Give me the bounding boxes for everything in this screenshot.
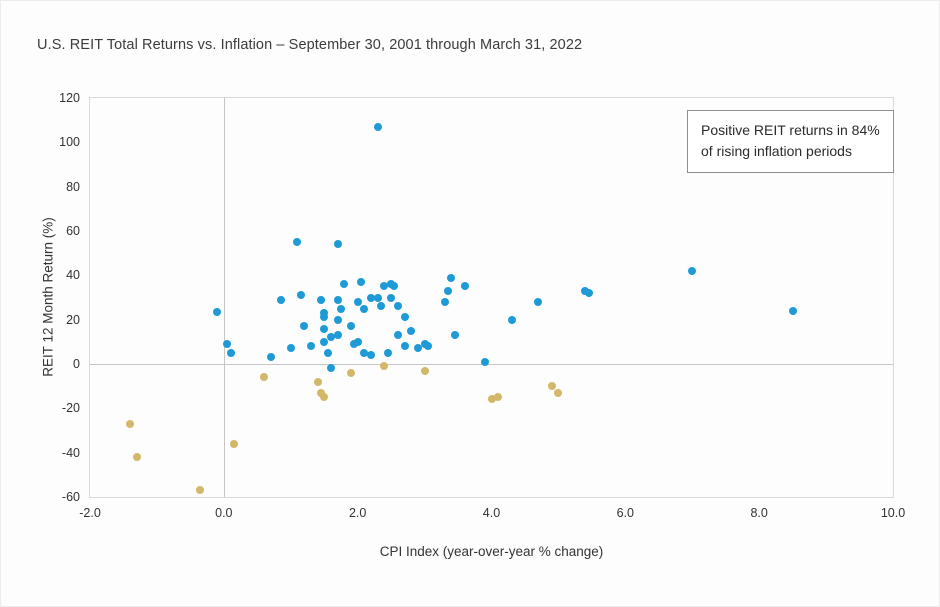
positive-reit-returns-point [400,313,409,322]
negative-reit-returns-point [547,382,556,391]
positive-reit-returns-point [480,357,489,366]
y-tick-label: 100 [59,135,80,150]
positive-reit-returns-point [276,295,285,304]
positive-reit-returns-point [293,238,302,247]
x-tick-label: 6.0 [616,506,635,520]
positive-reit-returns-point [326,364,335,373]
positive-reit-returns-point [688,266,697,275]
positive-reit-returns-point [407,326,416,335]
positive-reit-returns-point [534,297,543,306]
positive-reit-returns-point [444,286,452,295]
positive-reit-returns-point [360,348,369,357]
positive-reit-returns-point [393,331,402,340]
negative-reit-returns-point [487,395,496,404]
negative-reit-returns-point [132,453,141,462]
positive-reit-returns-point [393,302,402,311]
annotation-box: Positive REIT returns in 84% of rising i… [687,110,894,173]
x-tick-label: 10.0 [880,506,906,520]
positive-reit-returns-point [223,340,232,349]
positive-reit-returns-point [333,315,342,324]
positive-reit-returns-point [367,351,376,360]
positive-reit-returns-point [390,282,399,291]
positive-reit-returns-point [400,342,409,351]
positive-reit-returns-point [507,315,516,324]
zero-y-gridline [90,364,893,365]
positive-reit-returns-point [316,295,325,304]
y-tick-label: 60 [66,224,80,238]
negative-reit-returns-point [346,368,355,377]
positive-reit-returns-point [320,313,329,322]
positive-reit-returns-point [286,344,295,353]
positive-reit-returns-point [377,302,386,311]
positive-reit-returns-point [423,342,432,351]
positive-reit-returns-point [447,273,456,282]
y-tick-label: 0 [73,357,80,371]
negative-reit-returns-point [229,439,238,448]
positive-reit-returns-point [788,306,797,315]
annotation-line-1: Positive REIT returns in 84% [701,122,880,138]
y-tick-label: 120 [59,91,80,105]
positive-reit-returns-point [353,297,362,306]
negative-reit-returns-point [554,388,563,397]
x-tick-label: 0.0 [215,506,233,520]
positive-reit-returns-point [387,293,396,302]
positive-reit-returns-point [340,280,349,289]
negative-reit-returns-point [420,366,429,375]
negative-reit-returns-point [313,377,322,386]
x-tick-label: -2.0 [79,506,101,520]
positive-reit-returns-point [326,333,335,342]
y-tick-label: -40 [61,445,80,460]
positive-reit-returns-point [306,342,315,351]
positive-reit-returns-point [440,297,449,306]
positive-reit-returns-point [333,331,342,340]
positive-reit-returns-point [353,337,362,346]
positive-reit-returns-point [320,309,329,318]
positive-reit-returns-point [296,291,305,300]
annotation-line-2: of rising inflation periods [701,143,852,159]
positive-reit-returns-point [226,348,235,357]
y-tick-label: 20 [66,312,80,327]
y-axis-title: REIT 12 Month Return (%) [40,217,56,377]
x-axis-title: CPI Index (year-over-year % change) [379,544,604,559]
positive-reit-returns-point [450,331,459,340]
positive-reit-returns-point [336,304,345,313]
positive-reit-returns-point [460,282,469,291]
negative-reit-returns-point [126,419,135,428]
negative-reit-returns-point [316,388,325,397]
x-tick-label: 8.0 [750,506,768,520]
y-tick-label: 40 [66,268,80,283]
y-tick-label: -20 [61,401,80,416]
positive-reit-returns-point [373,293,382,302]
positive-reit-returns-point [300,322,309,331]
x-tick-label: 4.0 [482,506,501,520]
x-tick-label: 2.0 [348,506,367,520]
positive-reit-returns-point [373,122,382,131]
zero-x-gridline [223,98,225,497]
y-tick-label: 80 [66,179,80,194]
plot-area: -2.0 0.0 2.0 4.0 6.0 8.0 10.0 120 100 80 60 40 20 0 -2… [59,91,905,520]
positive-reit-returns-point [383,348,392,357]
positive-reit-returns-point [360,304,369,313]
positive-reit-returns-point [380,282,389,291]
positive-reit-returns-point [357,277,365,286]
positive-reit-returns-point [413,344,422,353]
positive-reit-returns-point [584,289,593,298]
positive-reit-returns-point [213,307,222,316]
positive-reit-returns-point [266,353,275,362]
positive-reit-returns-point [367,293,376,302]
positive-reit-returns-point [333,295,342,304]
positive-reit-returns-point [333,240,342,249]
positive-reit-returns-point [320,337,329,346]
positive-reit-returns-point [346,322,355,331]
positive-reit-returns-point [320,324,329,333]
negative-reit-returns-point [320,393,329,402]
negative-reit-returns-point [494,393,503,402]
y-tick-label: -60 [61,490,80,504]
positive-reit-returns-point [323,348,332,357]
chart-title: U.S. REIT Total Returns vs. Inflation – … [37,37,583,53]
negative-reit-returns-point [259,373,268,382]
negative-reit-returns-point [196,486,205,495]
negative-reit-returns-point [380,362,389,371]
